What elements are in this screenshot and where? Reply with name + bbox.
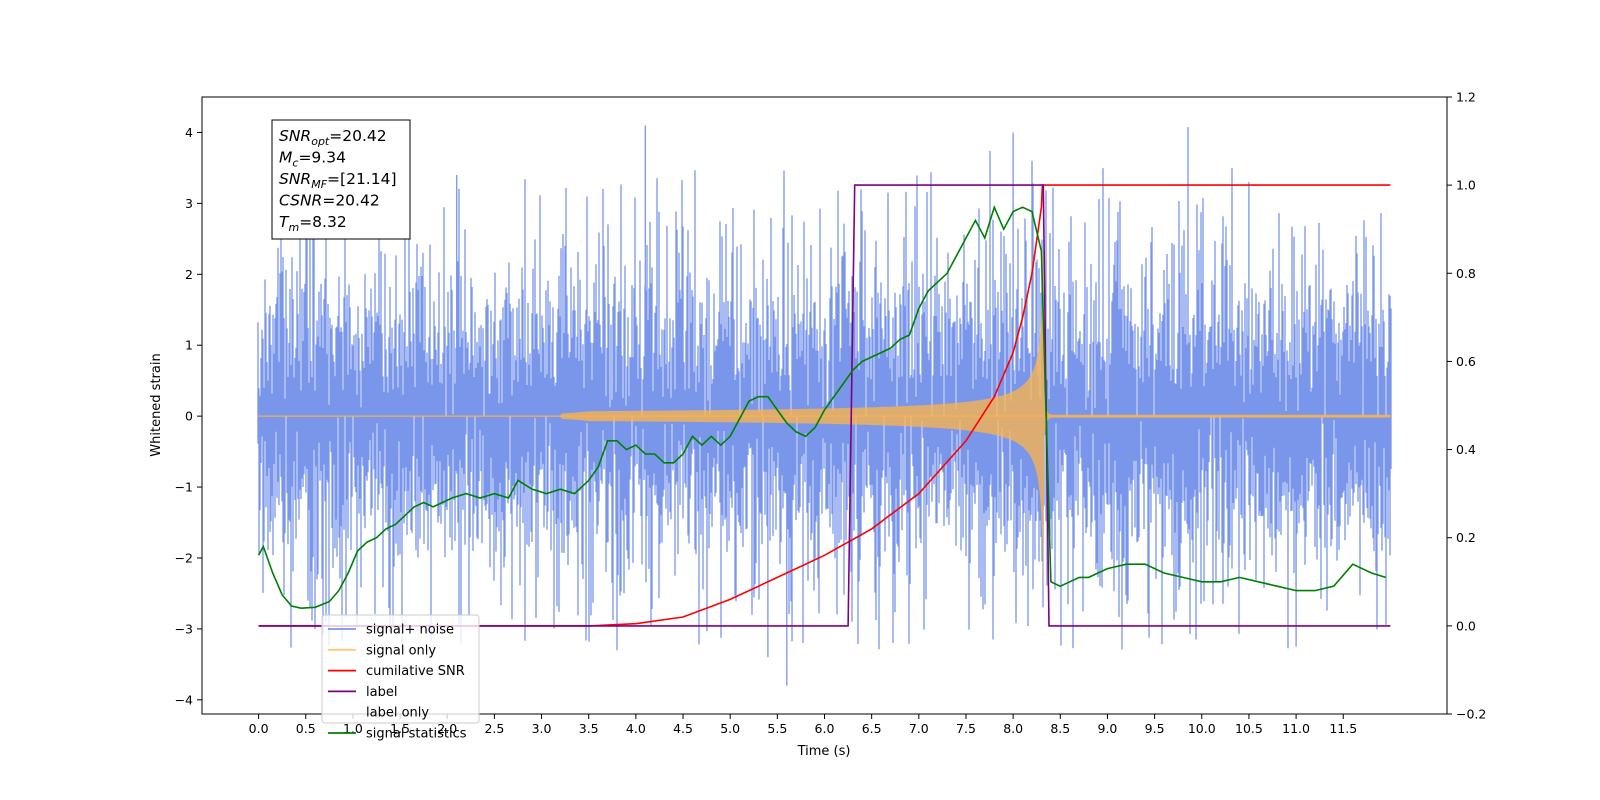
info-symbol: M [279, 149, 292, 167]
series-cumulative-snr-line [258, 184, 1391, 627]
legend: signal+ noise signal only cumilative SNR la… [321, 614, 480, 742]
y-left-tick-label: −1 [175, 480, 193, 495]
x-tick-label: 6.0 [815, 721, 835, 736]
y-right-tick-label: 1.2 [1456, 90, 1476, 105]
x-tick-label: 7.0 [909, 721, 929, 736]
legend-label: label [366, 685, 397, 700]
info-subscript: opt [311, 135, 330, 148]
y-left-tick-label: −3 [175, 621, 193, 636]
y-right-tick-label: 0.4 [1456, 442, 1476, 457]
x-tick-label: 8.0 [1003, 721, 1023, 736]
info-value: =8.32 [299, 213, 347, 231]
y-right-tick-label: −0.2 [1456, 707, 1486, 722]
info-value: =20.42 [329, 127, 386, 145]
series-label-line [258, 184, 1391, 627]
x-tick-label: 8.5 [1050, 721, 1070, 736]
y-left-tick-label: −2 [175, 550, 193, 565]
y-axis-right-ticks: 1.2 1.0 0.8 0.6 0.4 0.2 0.0 −0.2 [1447, 90, 1486, 722]
noise-trace [257, 125, 1392, 686]
x-tick-label: 3.5 [579, 721, 599, 736]
x-tick-label: 11.0 [1282, 721, 1310, 736]
info-value: =[21.14] [327, 170, 396, 188]
x-tick-label: 4.0 [626, 721, 646, 736]
info-value: =20.42 [322, 192, 379, 210]
y-left-tick-label: −4 [175, 692, 193, 707]
legend-label: signal statistics [366, 727, 467, 742]
y-axis-left-ticks: 4 3 2 1 0 −1 −2 −3 −4 [175, 125, 202, 707]
x-axis-ticks: 0.0 0.5 1.0 1.5 2.0 2.5 3.0 3.5 4.0 4.5 5.0 5.5 6.0 6… [249, 714, 1357, 736]
series-signal-noise [257, 125, 1392, 686]
info-subscript: MF [311, 178, 327, 191]
info-line: CSNR=20.42 [279, 192, 380, 210]
x-tick-label: 11.5 [1329, 721, 1357, 736]
info-symbol: T [279, 213, 290, 231]
x-axis-label: Time (s) [797, 744, 851, 759]
y-left-tick-label: 4 [185, 125, 193, 140]
info-symbol: SNR [279, 127, 311, 145]
y-axis-label: Whitened strain [149, 353, 164, 456]
x-tick-label: 5.5 [767, 721, 787, 736]
x-tick-label: 3.0 [532, 721, 552, 736]
y-right-tick-label: 1.0 [1456, 178, 1476, 193]
x-tick-label: 7.5 [956, 721, 976, 736]
legend-label: signal+ noise [366, 623, 454, 638]
y-left-tick-label: 1 [185, 338, 193, 353]
legend-label: label only [366, 706, 429, 721]
x-tick-label: 4.5 [673, 721, 693, 736]
info-line: Mc=9.34 [279, 149, 346, 170]
x-tick-label: 0.0 [249, 721, 269, 736]
info-line: SNRMF=[21.14] [279, 170, 397, 191]
x-tick-label: 10.5 [1235, 721, 1263, 736]
x-tick-label: 0.5 [296, 721, 316, 736]
y-right-tick-label: 0.8 [1456, 266, 1476, 281]
x-tick-label: 2.5 [484, 721, 504, 736]
y-right-tick-label: 0.2 [1456, 530, 1476, 545]
y-right-tick-label: 0.0 [1456, 618, 1476, 633]
info-subscript: c [292, 157, 298, 170]
y-right-tick-label: 0.6 [1456, 354, 1476, 369]
x-tick-label: 6.5 [862, 721, 882, 736]
info-symbol: SNR [279, 170, 311, 188]
y-left-tick-label: 0 [185, 409, 193, 424]
x-tick-label: 1.5 [390, 721, 410, 736]
x-tick-label: 9.0 [1098, 721, 1118, 736]
info-subscript: m [288, 221, 299, 234]
series-signal-statistics-line [257, 204, 1386, 610]
legend-label: signal only [366, 643, 436, 658]
info-value: =9.34 [298, 149, 346, 167]
info-line: Tm=8.32 [279, 213, 347, 234]
x-tick-label: 9.5 [1145, 721, 1165, 736]
info-line: SNRopt=20.42 [279, 127, 387, 148]
x-tick-label: 10.0 [1188, 721, 1216, 736]
x-tick-label: 2.0 [437, 721, 457, 736]
x-tick-label: 5.0 [720, 721, 740, 736]
series-signal-only [258, 234, 1391, 598]
y-left-tick-label: 2 [185, 267, 193, 282]
y-left-tick-label: 3 [185, 196, 193, 211]
info-box: SNRopt=20.42Mc=9.34SNRMF=[21.14]CSNR=20.… [271, 119, 411, 240]
legend-label: cumilative SNR [366, 664, 465, 679]
info-symbol: CSNR [279, 192, 322, 210]
